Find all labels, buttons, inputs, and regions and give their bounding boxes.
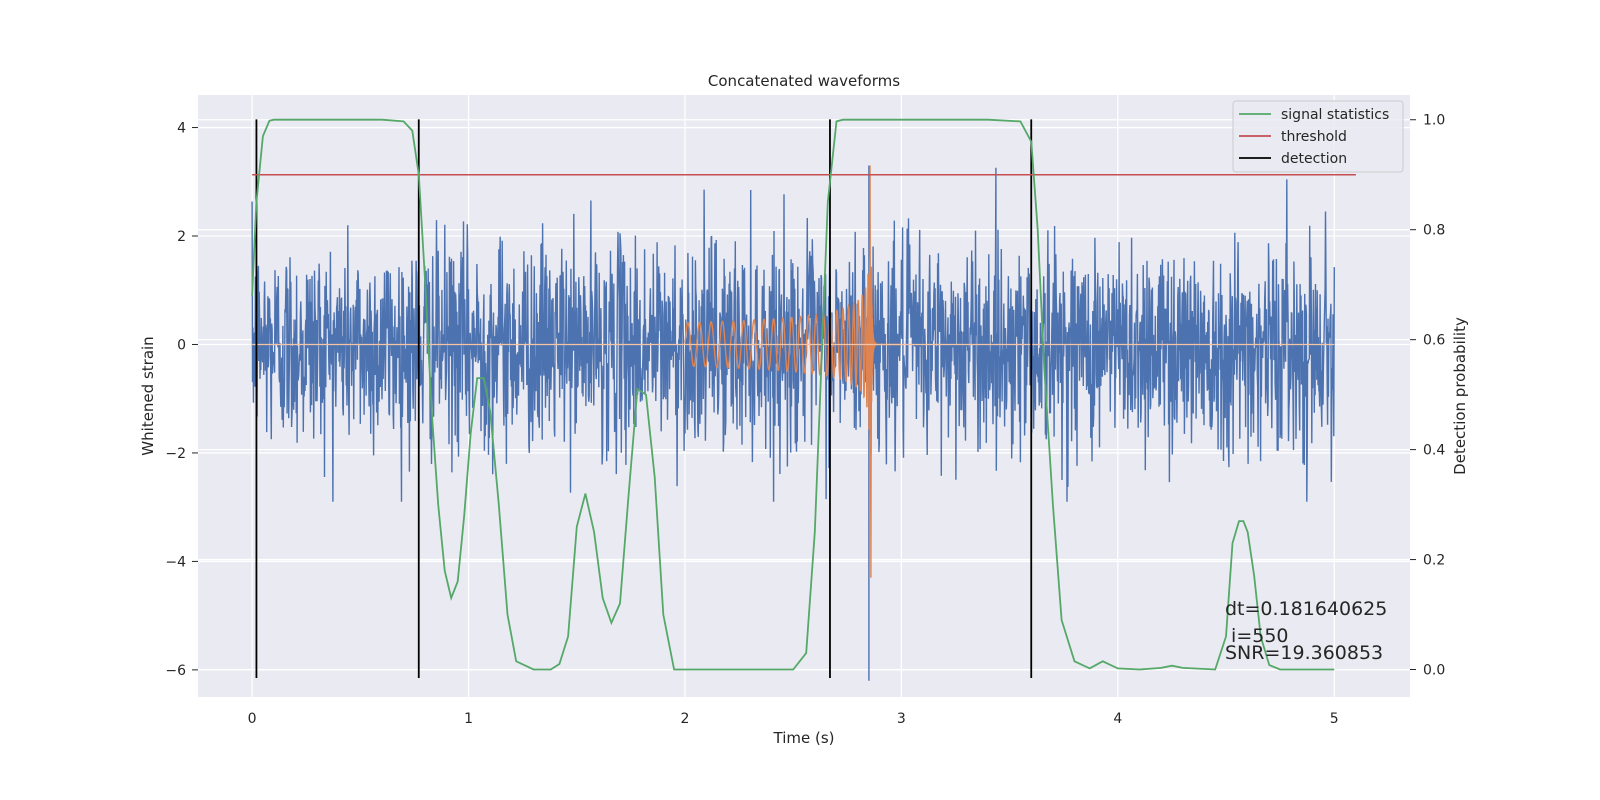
- legend-label: signal statistics: [1281, 107, 1389, 123]
- y-tick-label: −4: [165, 554, 186, 570]
- legend-label: detection: [1281, 151, 1347, 167]
- y-axis-ticks: −6 −4 −2 0 2 4: [165, 121, 198, 679]
- x-tick-label: 1: [464, 711, 473, 727]
- x-tick-label: 5: [1330, 711, 1339, 727]
- x-axis-label: Time (s): [773, 729, 835, 747]
- annotation-snr: SNR=19.360853: [1225, 642, 1383, 664]
- legend-label: threshold: [1281, 129, 1347, 145]
- y2-axis-label: Detection probability: [1451, 317, 1469, 475]
- annotation-index: i=550: [1225, 625, 1289, 647]
- y-axis-label: Whitened strain: [139, 336, 157, 455]
- y-tick-label: −2: [165, 446, 186, 462]
- y2-tick-label: 0.4: [1423, 443, 1445, 459]
- y2-tick-label: 0.8: [1423, 223, 1445, 239]
- signal-statistics-line: [251, 118, 1335, 671]
- x-tick-label: 0: [248, 711, 257, 727]
- y-tick-label: 0: [177, 337, 186, 353]
- legend-box: [1232, 100, 1404, 173]
- y2-tick-label: 0.2: [1423, 553, 1445, 569]
- plot-content: [251, 118, 1356, 681]
- chart-title: Concatenated waveforms: [708, 72, 900, 90]
- x-axis-ticks: 0 1 2 3 4 5: [248, 711, 1339, 727]
- x-tick-label: 3: [897, 711, 906, 727]
- y-tick-label: 2: [177, 229, 186, 245]
- y2-axis-ticks: 0.0 0.2 0.4 0.6 0.8 1.0: [1410, 113, 1445, 679]
- y-tick-label: −6: [165, 663, 186, 679]
- annotation-dt: dt=0.181640625: [1225, 598, 1387, 620]
- annotation-text: dt=0.181640625 i=550 SNR=19.360853: [1225, 598, 1387, 664]
- y2-tick-label: 0.0: [1423, 663, 1445, 679]
- x-tick-label: 2: [681, 711, 690, 727]
- y2-tick-label: 0.6: [1423, 333, 1445, 349]
- legend: signal statistics threshold detection: [1232, 100, 1404, 173]
- x-tick-label: 4: [1113, 711, 1122, 727]
- injected-chirp-series: [684, 165, 902, 578]
- y-tick-label: 4: [177, 121, 186, 137]
- y2-tick-label: 1.0: [1423, 113, 1445, 129]
